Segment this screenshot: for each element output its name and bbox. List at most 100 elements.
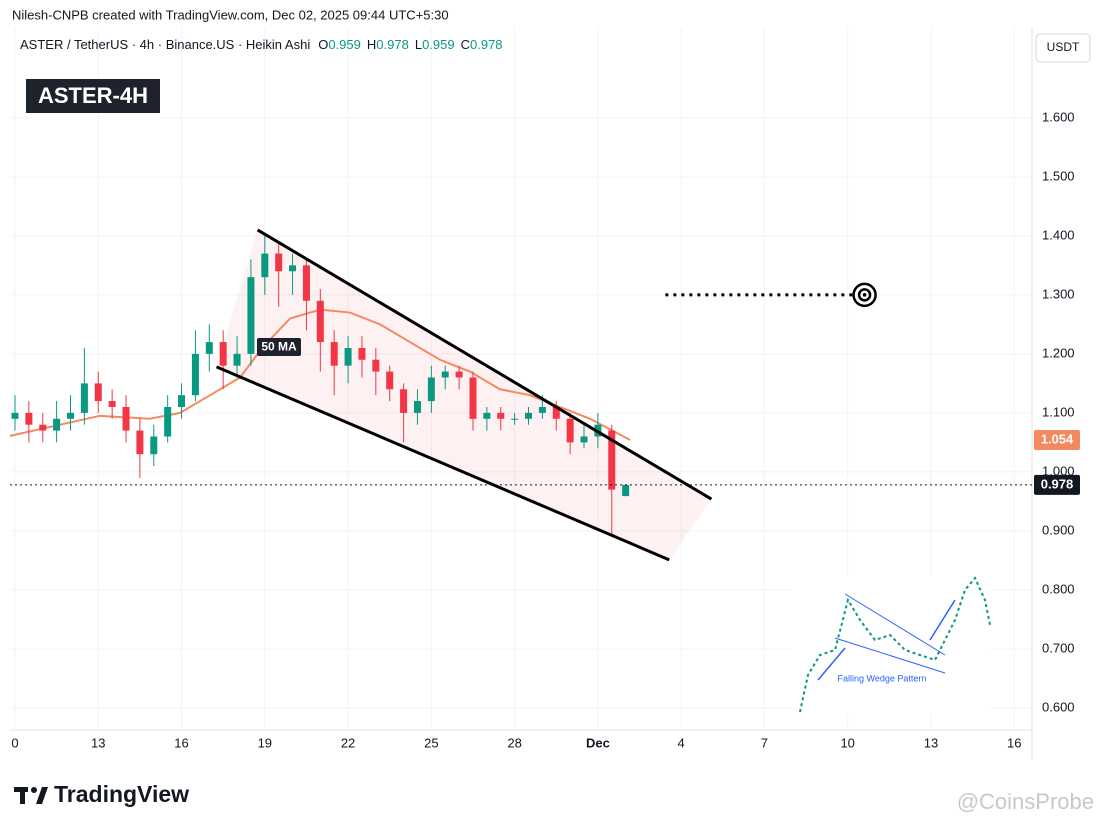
candle-body bbox=[191, 353, 199, 396]
candle-body bbox=[400, 389, 408, 413]
logo-icon bbox=[36, 787, 48, 804]
ma-price-label: 1.054 bbox=[1041, 431, 1074, 446]
candle-body bbox=[11, 412, 19, 419]
candle-body bbox=[511, 418, 519, 420]
ohlc-key: C bbox=[461, 37, 470, 52]
plot: 50 MA bbox=[9, 228, 1032, 562]
candle-body bbox=[233, 353, 241, 366]
ohlc-value: 0.959 bbox=[422, 37, 455, 52]
candle-body bbox=[469, 377, 477, 419]
trend-line bbox=[256, 228, 713, 501]
y-tick-label: 1.000 bbox=[1042, 463, 1075, 478]
candle-body bbox=[53, 418, 61, 431]
inset: Falling Wedge Pattern bbox=[790, 575, 991, 715]
ohlc-key: O bbox=[318, 37, 328, 52]
candle-body bbox=[372, 359, 380, 372]
symbol-line: ASTER / TetherUS · 4h · Binance.US · Hei… bbox=[20, 37, 503, 52]
candle-body bbox=[122, 406, 130, 431]
candle-body bbox=[538, 406, 546, 413]
ma-label: 50 MA bbox=[261, 340, 297, 354]
x-tick-label: 16 bbox=[1007, 735, 1021, 750]
candle-body bbox=[552, 406, 560, 419]
candle-body bbox=[566, 418, 574, 443]
candle-body bbox=[455, 371, 463, 378]
candle-body bbox=[219, 342, 227, 366]
candle-body bbox=[150, 436, 158, 455]
symbol: ASTER / TetherUS · 4h · Binance.US · Hei… bbox=[20, 37, 310, 52]
x-tick-label: 25 bbox=[424, 735, 438, 750]
candle-body bbox=[136, 430, 144, 455]
ohlc-value: 0.978 bbox=[470, 37, 503, 52]
ma-price-box bbox=[1034, 430, 1080, 451]
y-tick-label: 1.100 bbox=[1042, 404, 1075, 419]
x-tick-label: 10 bbox=[840, 735, 854, 750]
y-tick-label: 0.900 bbox=[1042, 522, 1075, 537]
last-price-label: 0.978 bbox=[1041, 476, 1074, 491]
candle-body bbox=[261, 253, 269, 278]
watermark: @CoinsProbe bbox=[957, 789, 1094, 814]
y-tick-label: 1.200 bbox=[1042, 345, 1075, 360]
x-tick-label: 22 bbox=[341, 735, 355, 750]
candle-body bbox=[497, 412, 505, 419]
candle-body bbox=[108, 401, 116, 407]
candle-body bbox=[302, 265, 310, 301]
y-tick-label: 0.800 bbox=[1042, 581, 1075, 596]
candle-body bbox=[25, 412, 33, 425]
trend-line bbox=[215, 365, 670, 562]
ohlc-value: 0.959 bbox=[328, 37, 361, 52]
candle-body bbox=[344, 347, 352, 366]
y-tick-label: 1.300 bbox=[1042, 286, 1075, 301]
target-icon bbox=[857, 288, 872, 302]
candle-body bbox=[247, 277, 255, 354]
candle-body bbox=[164, 406, 172, 437]
candle-body bbox=[622, 484, 630, 497]
currency-box[interactable] bbox=[1035, 33, 1091, 63]
y-tick-label: 0.700 bbox=[1042, 640, 1075, 655]
x-tick-label: 13 bbox=[91, 735, 105, 750]
candle-body bbox=[178, 395, 186, 407]
logo-text: TradingView bbox=[54, 781, 189, 807]
badge-bg bbox=[26, 79, 160, 113]
target-icon bbox=[862, 293, 867, 297]
candle-body bbox=[316, 300, 324, 343]
candle-body bbox=[608, 430, 616, 490]
inset-arrow bbox=[817, 647, 846, 681]
inset-wedge-top bbox=[844, 593, 946, 656]
badge: ASTER-4H bbox=[38, 83, 148, 108]
y-tick-label: 1.400 bbox=[1042, 227, 1075, 242]
x-tick-label: Dec bbox=[586, 735, 610, 750]
candle-body bbox=[67, 412, 75, 419]
moving-average bbox=[9, 308, 631, 441]
last-price-box bbox=[1034, 474, 1080, 495]
candle-body bbox=[413, 401, 421, 413]
candle-body bbox=[386, 371, 394, 390]
candle-body bbox=[483, 412, 491, 419]
y-tick-label: 1.500 bbox=[1042, 168, 1075, 183]
x-tick-label: 4 bbox=[678, 735, 685, 750]
candle-body bbox=[427, 377, 435, 402]
x-tick-label: 0 bbox=[11, 735, 18, 750]
inset-wedge-bottom bbox=[834, 637, 946, 674]
candle-body bbox=[39, 424, 47, 431]
candle-body bbox=[330, 342, 338, 366]
ohlc-key: H bbox=[367, 37, 376, 52]
candle-body bbox=[94, 383, 102, 402]
currency[interactable]: USDT bbox=[1047, 40, 1080, 54]
candle-body bbox=[80, 383, 88, 413]
ohlc-key: L bbox=[415, 37, 422, 52]
y-tick-label: 1.600 bbox=[1042, 109, 1075, 124]
logo-icon bbox=[31, 787, 37, 793]
candle-body bbox=[580, 436, 588, 443]
candle-body bbox=[289, 265, 297, 272]
logo-icon bbox=[20, 787, 25, 804]
x-tick-label: 13 bbox=[924, 735, 938, 750]
candle-body bbox=[205, 342, 213, 354]
x-tick-label: 16 bbox=[174, 735, 188, 750]
ohlc-value: 0.978 bbox=[376, 37, 409, 52]
inset-arrow bbox=[929, 599, 956, 641]
candle-body bbox=[441, 371, 449, 378]
y-tick-label: 0.600 bbox=[1042, 699, 1075, 714]
candle-body bbox=[358, 347, 366, 360]
